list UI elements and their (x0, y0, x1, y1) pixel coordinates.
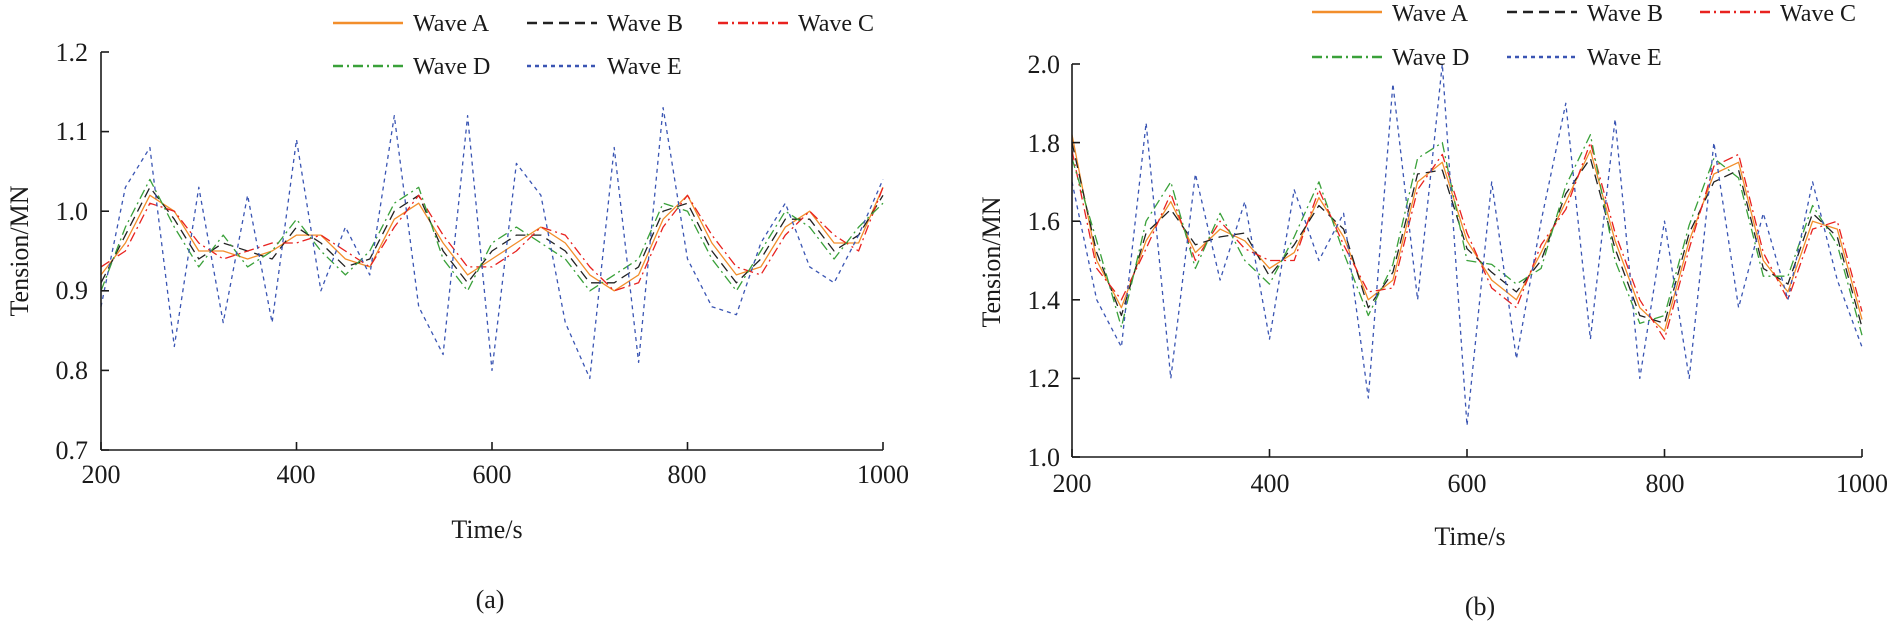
panel-b-series-wave-d (1071, 134, 1863, 336)
panel-b-xtick-label: 200 (1053, 469, 1092, 498)
panel-a-tick-marks (100, 51, 884, 451)
legend-label-wave-e: Wave E (1587, 45, 1662, 71)
panel-a-xtick-label: 800 (668, 460, 707, 489)
legend-label-wave-d: Wave D (1392, 45, 1469, 71)
panel-a-ytick-label: 0.9 (56, 276, 89, 305)
panel-a-series-wave-b (100, 186, 884, 284)
panel-a-ytick-label: 1.2 (56, 38, 89, 67)
panel-b-caption: (b) (1465, 592, 1495, 621)
panel-a-ytick-label: 0.7 (56, 436, 89, 465)
panel-b-series-wave-b (1071, 142, 1863, 328)
panel-a-ytick-label: 0.8 (56, 356, 89, 385)
panel-b-tick-marks (1071, 63, 1863, 458)
panel-a-y-axis-title: Tension/MN (5, 185, 34, 316)
panel-a-series-wave-c (100, 187, 884, 292)
panel-b: 1.0 1.2 1.4 1.6 1.8 2.0 200 400 600 800 … (977, 1, 1888, 621)
panel-b-xtick-label: 400 (1251, 469, 1290, 498)
panel-a-series (100, 107, 884, 380)
panel-a: 0.7 0.8 0.9 1.0 1.1 1.2 200 400 600 800 … (5, 11, 909, 614)
panel-a-caption: (a) (476, 585, 505, 614)
panel-a-xtick-label: 1000 (857, 460, 909, 489)
panel-a-x-axis-title: Time/s (451, 515, 522, 544)
legend-label-wave-b: Wave B (1587, 1, 1663, 27)
panel-b-y-axis-title: Tension/MN (977, 196, 1006, 327)
panel-a-xtick-label: 600 (473, 460, 512, 489)
panel-a-series-wave-a (100, 187, 884, 292)
panel-a-xtick-label: 400 (277, 460, 316, 489)
panel-b-series-wave-a (1071, 134, 1863, 332)
panel-a-series-wave-d (100, 178, 884, 292)
panel-b-series-wave-c (1071, 141, 1863, 340)
legend-label-wave-c: Wave C (1780, 1, 1856, 27)
panel-b-xtick-label: 600 (1448, 469, 1487, 498)
panel-b-series (1071, 63, 1863, 427)
panel-a-ytick-label: 1.0 (56, 197, 89, 226)
legend-label-wave-a: Wave A (1392, 1, 1469, 27)
panel-b-xtick-label: 1000 (1836, 469, 1888, 498)
panel-b-legend: Wave A Wave B Wave C Wave D Wave E (1312, 1, 1856, 71)
legend-label-wave-b: Wave B (607, 11, 683, 37)
legend-label-wave-e: Wave E (607, 54, 682, 80)
panel-b-ytick-label: 1.6 (1028, 207, 1061, 236)
panel-b-ytick-label: 2.0 (1028, 50, 1061, 79)
panel-a-legend: Wave A Wave B Wave C Wave D Wave E (333, 11, 874, 80)
legend-label-wave-c: Wave C (798, 11, 874, 37)
panel-a-ytick-label: 1.1 (56, 117, 89, 146)
panel-b-xtick-label: 800 (1646, 469, 1685, 498)
panel-b-ytick-label: 1.8 (1028, 129, 1061, 158)
panel-b-ytick-label: 1.0 (1028, 443, 1061, 472)
panel-b-series-wave-e (1071, 63, 1863, 427)
legend-label-wave-d: Wave D (413, 54, 490, 80)
legend-label-wave-a: Wave A (413, 11, 490, 37)
panel-b-ytick-label: 1.2 (1028, 364, 1061, 393)
panel-a-series-wave-e (100, 107, 884, 380)
panel-b-ytick-label: 1.4 (1028, 286, 1061, 315)
panel-b-x-axis-title: Time/s (1434, 522, 1505, 551)
panel-a-xtick-label: 200 (82, 460, 121, 489)
